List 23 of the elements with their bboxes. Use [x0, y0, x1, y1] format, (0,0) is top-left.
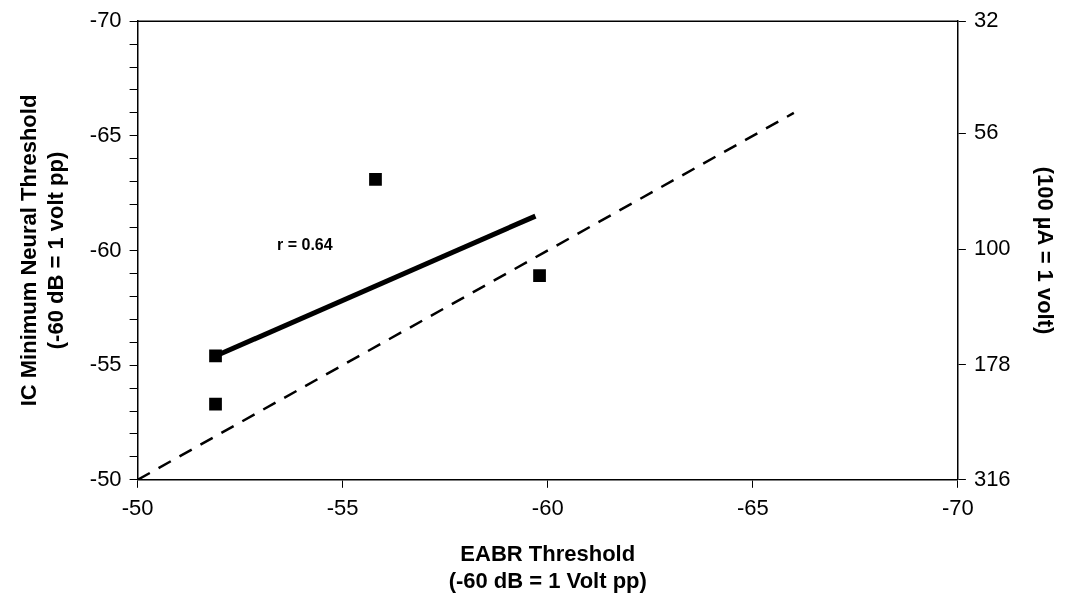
y2-tick-label: 56	[973, 119, 999, 145]
y-tick-label: -70	[89, 7, 122, 33]
y-tick-label: -50	[89, 465, 122, 491]
x-axis-title: EABR Threshold (-60 dB = 1 Volt pp)	[448, 541, 647, 593]
y2-axis-title: (100 µA = 1 volt)	[1032, 166, 1058, 335]
y2-tick-label: 178	[973, 350, 1011, 376]
y-tick-label: -65	[89, 121, 122, 147]
y-axis-title: IC Minimum Neural Threshold (-60 dB = 1 volt pp)	[16, 94, 68, 407]
x-tick-label: -55	[326, 495, 359, 521]
x-tick-label: -60	[531, 495, 564, 521]
x-tick-label: -50	[121, 495, 154, 521]
y2-tick-label: 100	[973, 235, 1011, 261]
y2-tick-label: 32	[973, 7, 999, 33]
x-tick-label: -65	[736, 495, 769, 521]
x-tick-label: -70	[942, 495, 974, 521]
point	[209, 397, 222, 411]
y2-tick-label: 316	[973, 465, 1011, 491]
point	[369, 173, 382, 186]
annotation: r = 0.64	[277, 236, 333, 254]
y-tick-label: -60	[89, 236, 122, 262]
point	[533, 269, 546, 283]
point	[209, 349, 222, 363]
y-tick-label: -55	[89, 351, 122, 377]
